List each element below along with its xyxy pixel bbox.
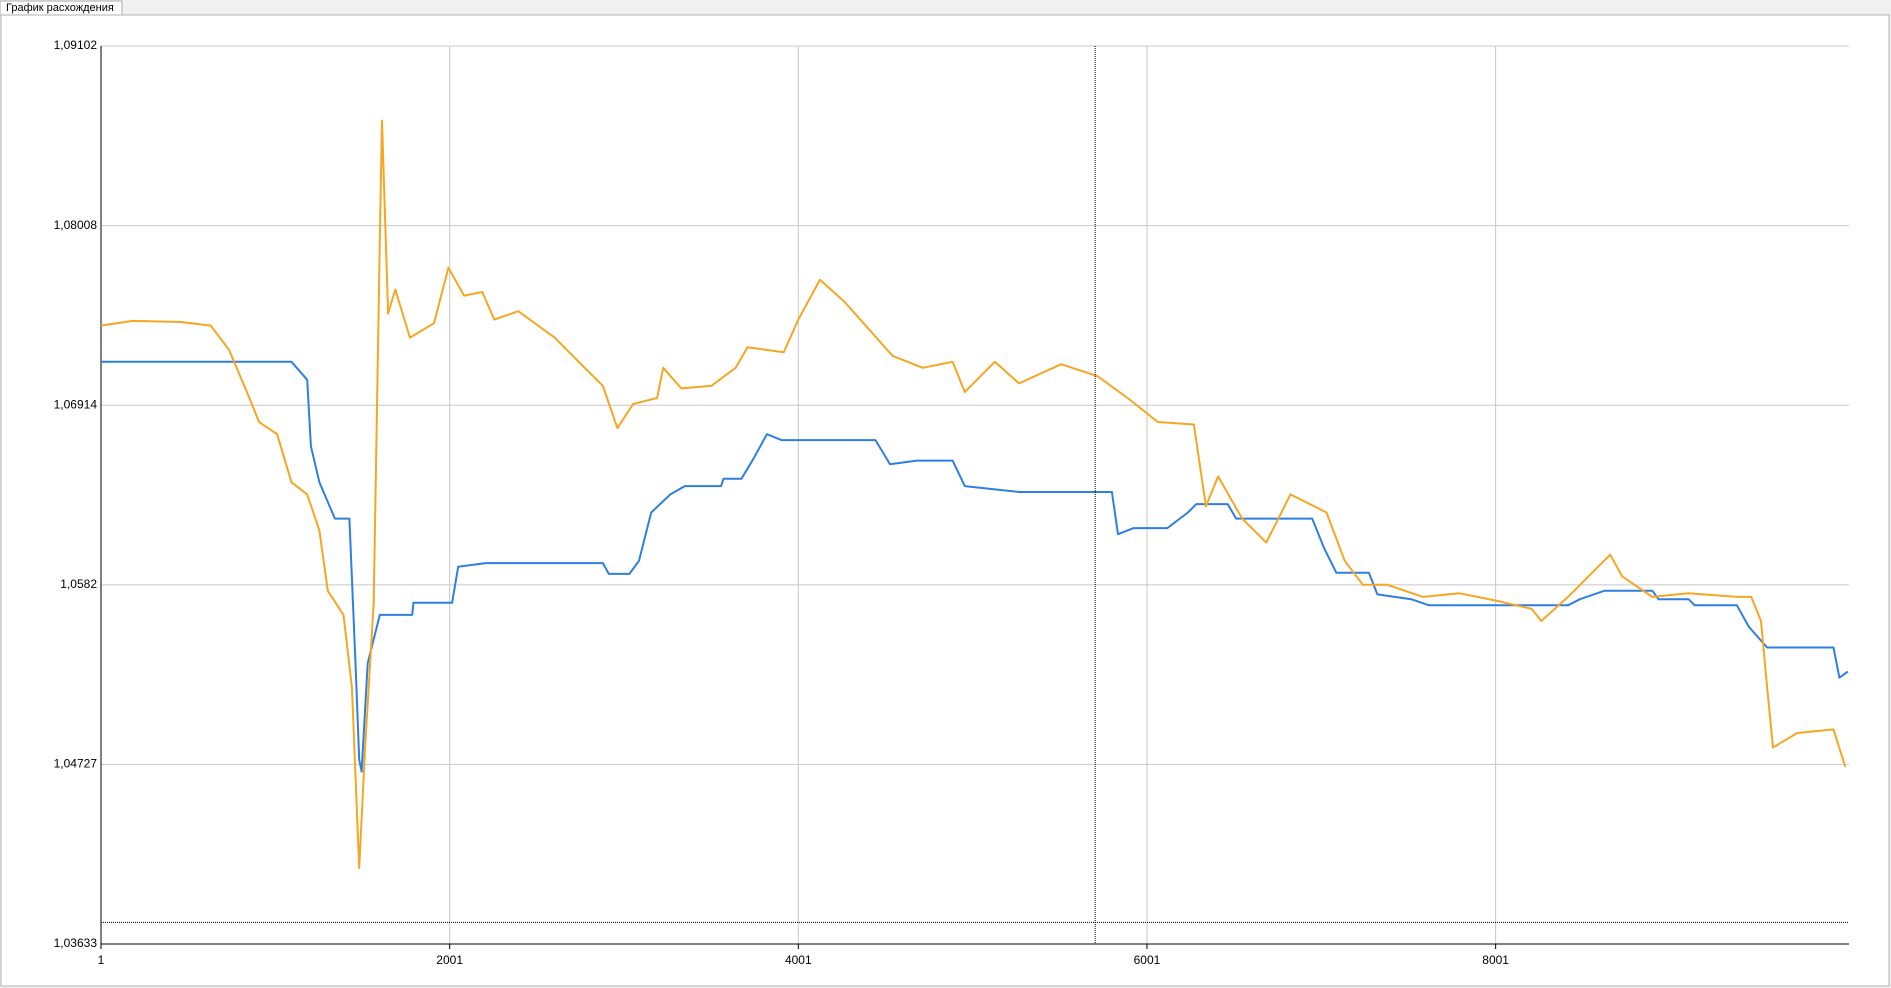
series-line [101, 360, 1849, 773]
y-tick-label: 1,09102 [54, 38, 98, 52]
tab-title: График расхождения [6, 2, 114, 14]
x-tick-label: 6001 [1134, 953, 1161, 967]
y-tick-label: 1,03633 [54, 936, 98, 950]
tab-strip [0, 0, 1891, 14]
x-tick-label: 4001 [785, 953, 812, 967]
plot [100, 46, 1849, 944]
series-line [100, 119, 1847, 870]
x-tick-label: 2001 [436, 953, 463, 967]
x-tick-label: 8001 [1482, 953, 1509, 967]
x-tick-label: 1 [98, 953, 105, 967]
labels: 1,03633 1,04727 1,0582 1,06914 1,08008 1,0910… [54, 38, 1510, 967]
y-tick-label: 1,0582 [60, 577, 97, 591]
y-tick-label: 1,08008 [54, 218, 98, 232]
y-tick-label: 1,06914 [54, 397, 98, 411]
chart-area [0, 14, 1890, 987]
y-tick-label: 1,04727 [54, 757, 98, 771]
grid [100, 45, 1849, 949]
